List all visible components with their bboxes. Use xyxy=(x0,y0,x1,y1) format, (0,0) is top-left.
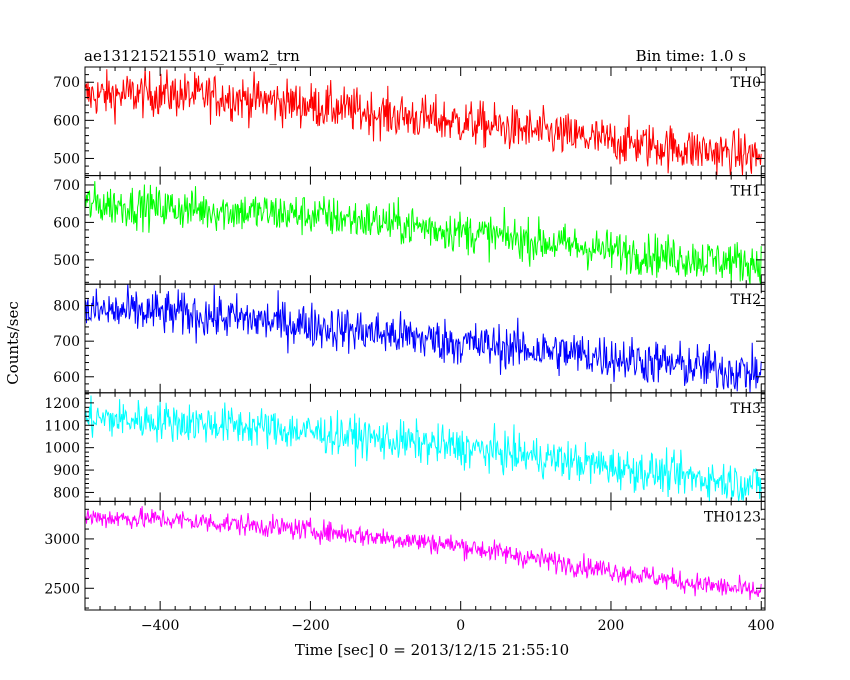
y-tick-label: 600 xyxy=(53,215,80,231)
series-line-th2 xyxy=(84,284,762,393)
panel-frame-th0123 xyxy=(84,500,766,611)
x-tick-label: 400 xyxy=(748,618,775,634)
series-line-th1 xyxy=(84,181,762,285)
panels-group: TH0 500 600 700 TH1 500 600 700 TH2 600 700 800 TH3 8… xyxy=(44,66,775,634)
series-line-th3 xyxy=(84,395,762,502)
panel-label-th1: TH1 xyxy=(731,184,761,200)
y-tick-label: 1000 xyxy=(44,441,80,457)
bin-time-label: Bin time: 1.0 s xyxy=(636,47,746,65)
series-line-th0 xyxy=(84,68,762,176)
y-tick-label: 600 xyxy=(53,113,80,129)
x-tick-label: −200 xyxy=(291,618,329,634)
x-tick-label: −400 xyxy=(141,618,179,634)
y-tick-label: 3000 xyxy=(44,532,80,548)
y-tick-label: 1100 xyxy=(44,418,80,434)
y-tick-label: 800 xyxy=(53,485,80,501)
y-tick-label: 1200 xyxy=(44,396,80,412)
y-axis-label: Counts/sec xyxy=(4,301,22,385)
y-tick-label: 800 xyxy=(53,299,80,315)
panel-label-th3: TH3 xyxy=(731,401,761,417)
panel-label-th0123: TH0123 xyxy=(704,509,761,525)
panel-label-th2: TH2 xyxy=(731,292,761,308)
y-tick-label: 700 xyxy=(53,178,80,194)
y-tick-label: 600 xyxy=(53,370,80,386)
x-axis-label: Time [sec] 0 = 2013/12/15 21:55:10 xyxy=(295,641,569,659)
x-tick-label: 0 xyxy=(456,618,465,634)
y-tick-label: 700 xyxy=(53,334,80,350)
panel-label-th0: TH0 xyxy=(731,75,761,91)
series-line-th0123 xyxy=(84,506,762,601)
y-tick-label: 2500 xyxy=(44,581,80,597)
y-tick-label: 500 xyxy=(53,151,80,167)
y-tick-label: 700 xyxy=(53,75,80,91)
chart-title: ae131215215510_wam2_trn xyxy=(84,47,300,65)
y-tick-label: 900 xyxy=(53,463,80,479)
x-tick-label: 200 xyxy=(598,618,625,634)
y-tick-label: 500 xyxy=(53,253,80,269)
